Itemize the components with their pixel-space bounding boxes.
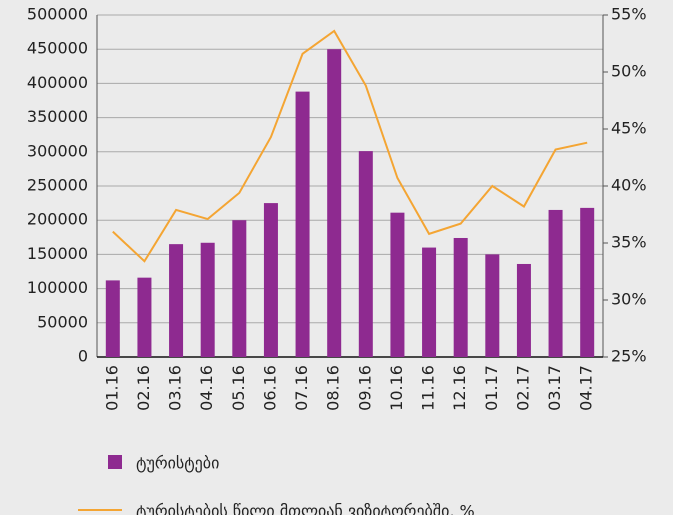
x-tick-label: 02.17 <box>513 365 532 411</box>
bar <box>358 151 373 357</box>
y-tick-label: 400000 <box>27 73 88 92</box>
bar <box>453 237 468 357</box>
y-tick-label: 100000 <box>27 278 88 297</box>
x-tick-label: 10.16 <box>387 365 406 411</box>
x-tick-label: 04.16 <box>197 365 216 411</box>
x-tick-label: 03.16 <box>166 365 185 411</box>
bar <box>327 49 342 357</box>
y-tick-label: 300000 <box>27 141 88 160</box>
x-tick-label: 05.16 <box>229 365 248 411</box>
y2-tick-label: 30% <box>611 290 647 309</box>
x-tick-label: 03.17 <box>545 365 564 411</box>
y2-tick-label: 45% <box>611 119 647 138</box>
y-tick-label: 350000 <box>27 107 88 126</box>
y-tick-label: 250000 <box>27 176 88 195</box>
y2-tick-label: 50% <box>611 62 647 81</box>
x-tick-label: 04.17 <box>577 365 596 411</box>
x-tick-label: 02.16 <box>134 365 153 411</box>
x-tick-label: 01.16 <box>102 365 121 411</box>
y-tick-label: 50000 <box>37 312 88 331</box>
bar <box>485 254 500 357</box>
bar <box>390 212 405 357</box>
bar <box>232 220 247 357</box>
x-tick-label: 09.16 <box>355 365 374 411</box>
bar <box>548 209 563 357</box>
legend-swatch <box>108 455 122 469</box>
x-tick-label: 08.16 <box>324 365 343 411</box>
y-tick-label: 0 <box>78 347 88 366</box>
legend-label: ტურისტები <box>136 454 219 473</box>
bar <box>516 263 531 357</box>
x-tick-label: 01.17 <box>482 365 501 411</box>
y2-tick-label: 55% <box>611 5 647 24</box>
bar <box>580 207 595 357</box>
y2-tick-label: 40% <box>611 176 647 195</box>
bar <box>137 277 152 357</box>
x-tick-label: 06.16 <box>260 365 279 411</box>
bar <box>422 247 437 357</box>
bar <box>105 280 120 357</box>
y-tick-label: 150000 <box>27 244 88 263</box>
x-tick-label: 11.16 <box>419 365 438 411</box>
y-tick-label: 450000 <box>27 39 88 58</box>
bar <box>295 91 310 357</box>
y-tick-label: 200000 <box>27 210 88 229</box>
y-tick-label: 500000 <box>27 5 88 24</box>
line <box>112 29 588 263</box>
bar <box>169 244 184 357</box>
bar <box>200 242 215 357</box>
y2-tick-label: 25% <box>611 347 647 366</box>
bar <box>263 203 278 357</box>
legend-label: ტურისტების წილი მთლიან ვიზიტორებში, % <box>136 502 475 515</box>
x-tick-label: 07.16 <box>292 365 311 411</box>
y2-tick-label: 35% <box>611 233 647 252</box>
x-tick-label: 12.16 <box>450 365 469 411</box>
